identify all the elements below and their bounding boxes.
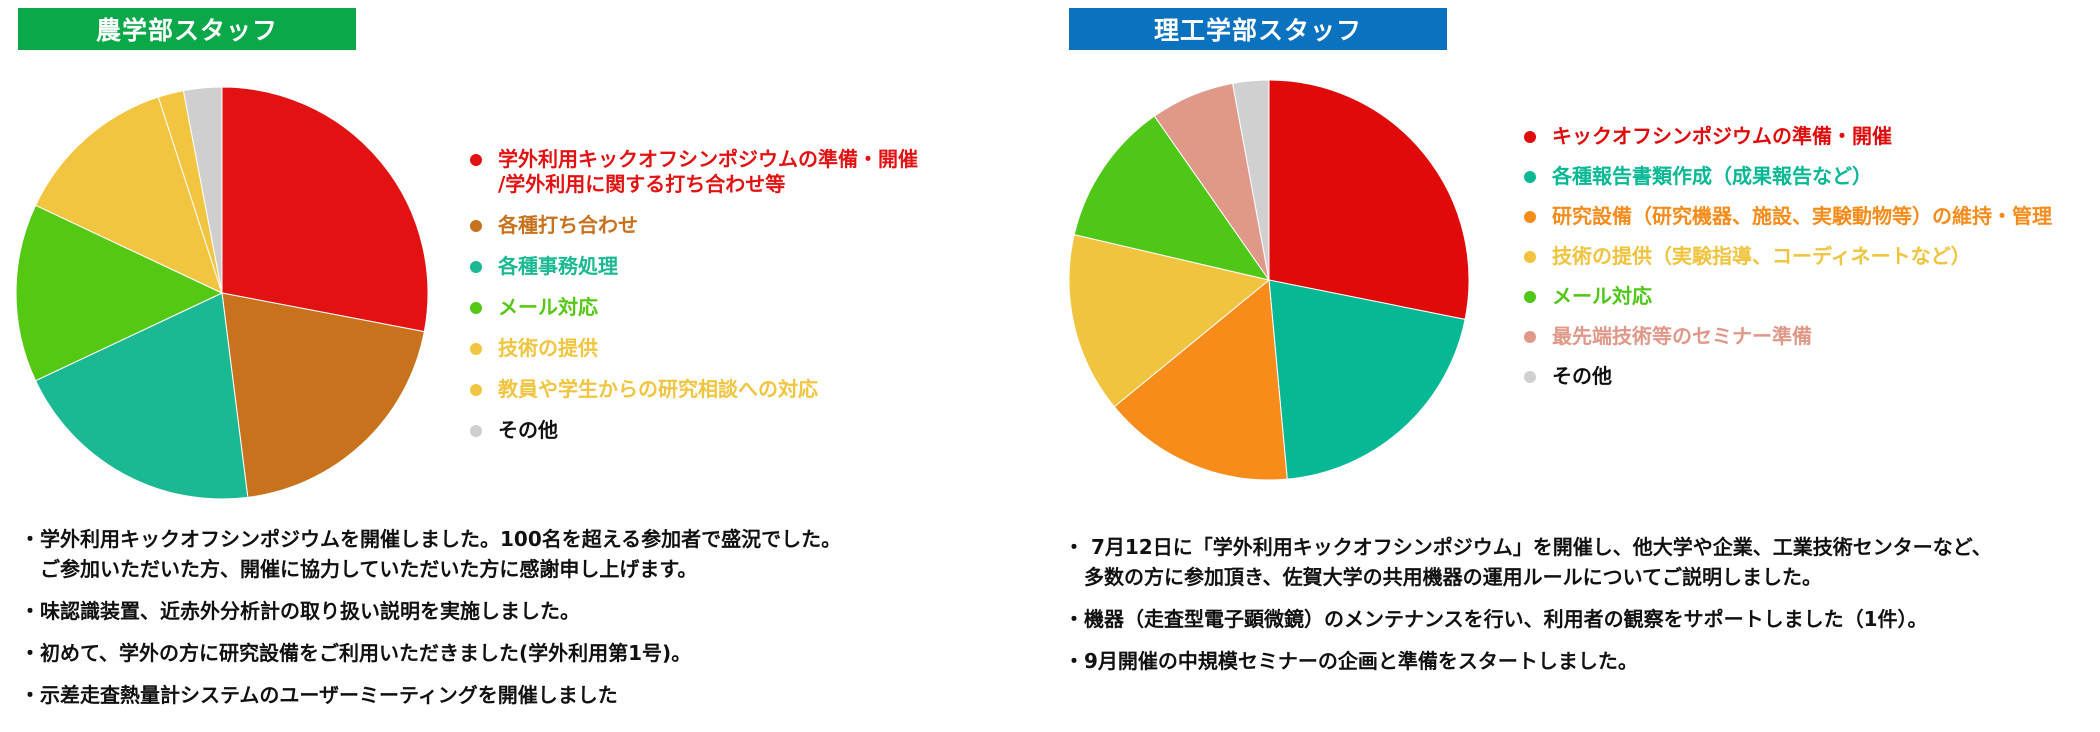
pie-slice-4 <box>34 96 223 294</box>
pie-slice-0 <box>221 86 429 333</box>
note-item: ・初めて、学外の方に研究設備をご利用いただきました(学外利用第1号)。 <box>20 641 692 665</box>
agriculture-header: 農学部スタッフ <box>18 8 356 50</box>
legend-label: 教員や学生からの研究相談への対応 <box>498 377 818 401</box>
legend-label: メール対応 <box>1552 284 1652 308</box>
pie-slice-2 <box>1113 279 1288 481</box>
pie-slice-1 <box>1268 279 1466 480</box>
legend-label: キックオフシンポジウムの準備・開催 <box>1552 124 1892 148</box>
legend-item-5: 教員や学生からの研究相談への対応 <box>466 377 918 402</box>
pie-slice-1 <box>221 292 425 498</box>
legend-item-6: その他 <box>466 418 918 443</box>
legend-item-3: 技術の提供（実験指導、コーディネートなど） <box>1520 244 2052 269</box>
agriculture-pie-chart <box>15 86 429 500</box>
legend-item-3: メール対応 <box>466 295 918 320</box>
science-engineering-panel: 理工学部スタッフ キックオフシンポジウムの準備・開催 各種報告書類作成（成果報告な… <box>1050 0 2100 732</box>
legend-dot-icon <box>470 261 482 273</box>
agriculture-legend: 学外利用キックオフシンポジウムの準備・開催 /学外利用に関する打ち合わせ等各種打… <box>466 147 918 459</box>
note-item: ・味認識装置、近赤外分析計の取り扱い説明を実施しました。 <box>20 599 580 623</box>
legend-label: 各種報告書類作成（成果報告など） <box>1552 164 1872 188</box>
legend-dot-icon <box>1524 251 1536 263</box>
pie-slice-0 <box>1268 79 1470 320</box>
legend-item-2: 各種事務処理 <box>466 254 918 279</box>
agriculture-panel: 農学部スタッフ 学外利用キックオフシンポジウムの準備・開催 /学外利用に関する打… <box>15 8 918 722</box>
legend-label: メール対応 <box>498 295 598 319</box>
science-engineering-pie-chart <box>1068 79 1470 481</box>
legend-item-6: その他 <box>1520 364 2052 389</box>
legend-dot-icon <box>470 302 482 314</box>
legend-dot-icon <box>470 425 482 437</box>
pie-slice-3 <box>15 204 224 382</box>
legend-dot-icon <box>470 384 482 396</box>
legend-label: 学外利用キックオフシンポジウムの準備・開催 /学外利用に関する打ち合わせ等 <box>498 147 918 196</box>
legend-item-0: キックオフシンポジウムの準備・開催 <box>1520 124 2052 149</box>
legend-label: 技術の提供（実験指導、コーディネートなど） <box>1552 244 1971 268</box>
legend-item-0: 学外利用キックオフシンポジウムの準備・開催 /学外利用に関する打ち合わせ等 <box>466 147 918 197</box>
legend-item-4: メール対応 <box>1520 284 2052 309</box>
legend-dot-icon <box>1524 331 1536 343</box>
note-item: ・ 7月12日に「学外利用キックオフシンポジウム」を開催し、他大学や企業、工業技… <box>1064 535 1992 589</box>
pie-slice-4 <box>1073 115 1271 281</box>
legend-label: 最先端技術等のセミナー準備 <box>1552 324 1812 348</box>
pie-slice-3 <box>1068 234 1271 408</box>
legend-dot-icon <box>1524 211 1536 223</box>
note-item: ・学外利用キックオフシンポジウムを開催しました。100名を超える参加者で盛況でし… <box>20 527 842 581</box>
legend-label: その他 <box>498 418 558 442</box>
legend-dot-icon <box>1524 131 1536 143</box>
note-item: ・9月開催の中規模セミナーの企画と準備をスタートしました。 <box>1064 649 1638 673</box>
science-engineering-legend: キックオフシンポジウムの準備・開催 各種報告書類作成（成果報告など） 研究設備（研究… <box>1520 124 2052 404</box>
legend-label: 研究設備（研究機器、施設、実験動物等）の維持・管理 <box>1552 204 2052 228</box>
legend-dot-icon <box>1524 371 1536 383</box>
legend-item-1: 各種報告書類作成（成果報告など） <box>1520 164 2052 189</box>
pie-slice-6 <box>182 86 223 294</box>
agriculture-notes: ・学外利用キックオフシンポジウムを開催しました。100名を超える参加者で盛況でし… <box>20 524 841 722</box>
legend-dot-icon <box>470 154 482 166</box>
legend-item-1: 各種打ち合わせ <box>466 213 918 238</box>
legend-item-2: 研究設備（研究機器、施設、実験動物等）の維持・管理 <box>1520 204 2052 229</box>
legend-label: 各種打ち合わせ <box>498 213 638 237</box>
legend-item-4: 技術の提供 <box>466 336 918 361</box>
legend-item-5: 最先端技術等のセミナー準備 <box>1520 324 2052 349</box>
pie-slice-6 <box>1232 79 1270 281</box>
legend-label: 各種事務処理 <box>498 254 618 278</box>
legend-dot-icon <box>470 220 482 232</box>
legend-dot-icon <box>1524 171 1536 183</box>
note-item: ・示差走査熱量計システムのユーザーミーティングを開催しました <box>20 683 618 707</box>
legend-dot-icon <box>1524 291 1536 303</box>
pie-slice-2 <box>34 292 249 500</box>
science-engineering-header: 理工学部スタッフ <box>1069 8 1447 50</box>
note-item: ・機器（走査型電子顕微鏡）のメンテナンスを行い、利用者の観察をサポートしました（… <box>1064 607 1928 631</box>
legend-label: 技術の提供 <box>498 336 598 360</box>
science-engineering-notes: ・ 7月12日に「学外利用キックオフシンポジウム」を開催し、他大学や企業、工業技… <box>1064 532 1992 688</box>
legend-dot-icon <box>470 343 482 355</box>
legend-label: その他 <box>1552 364 1612 388</box>
